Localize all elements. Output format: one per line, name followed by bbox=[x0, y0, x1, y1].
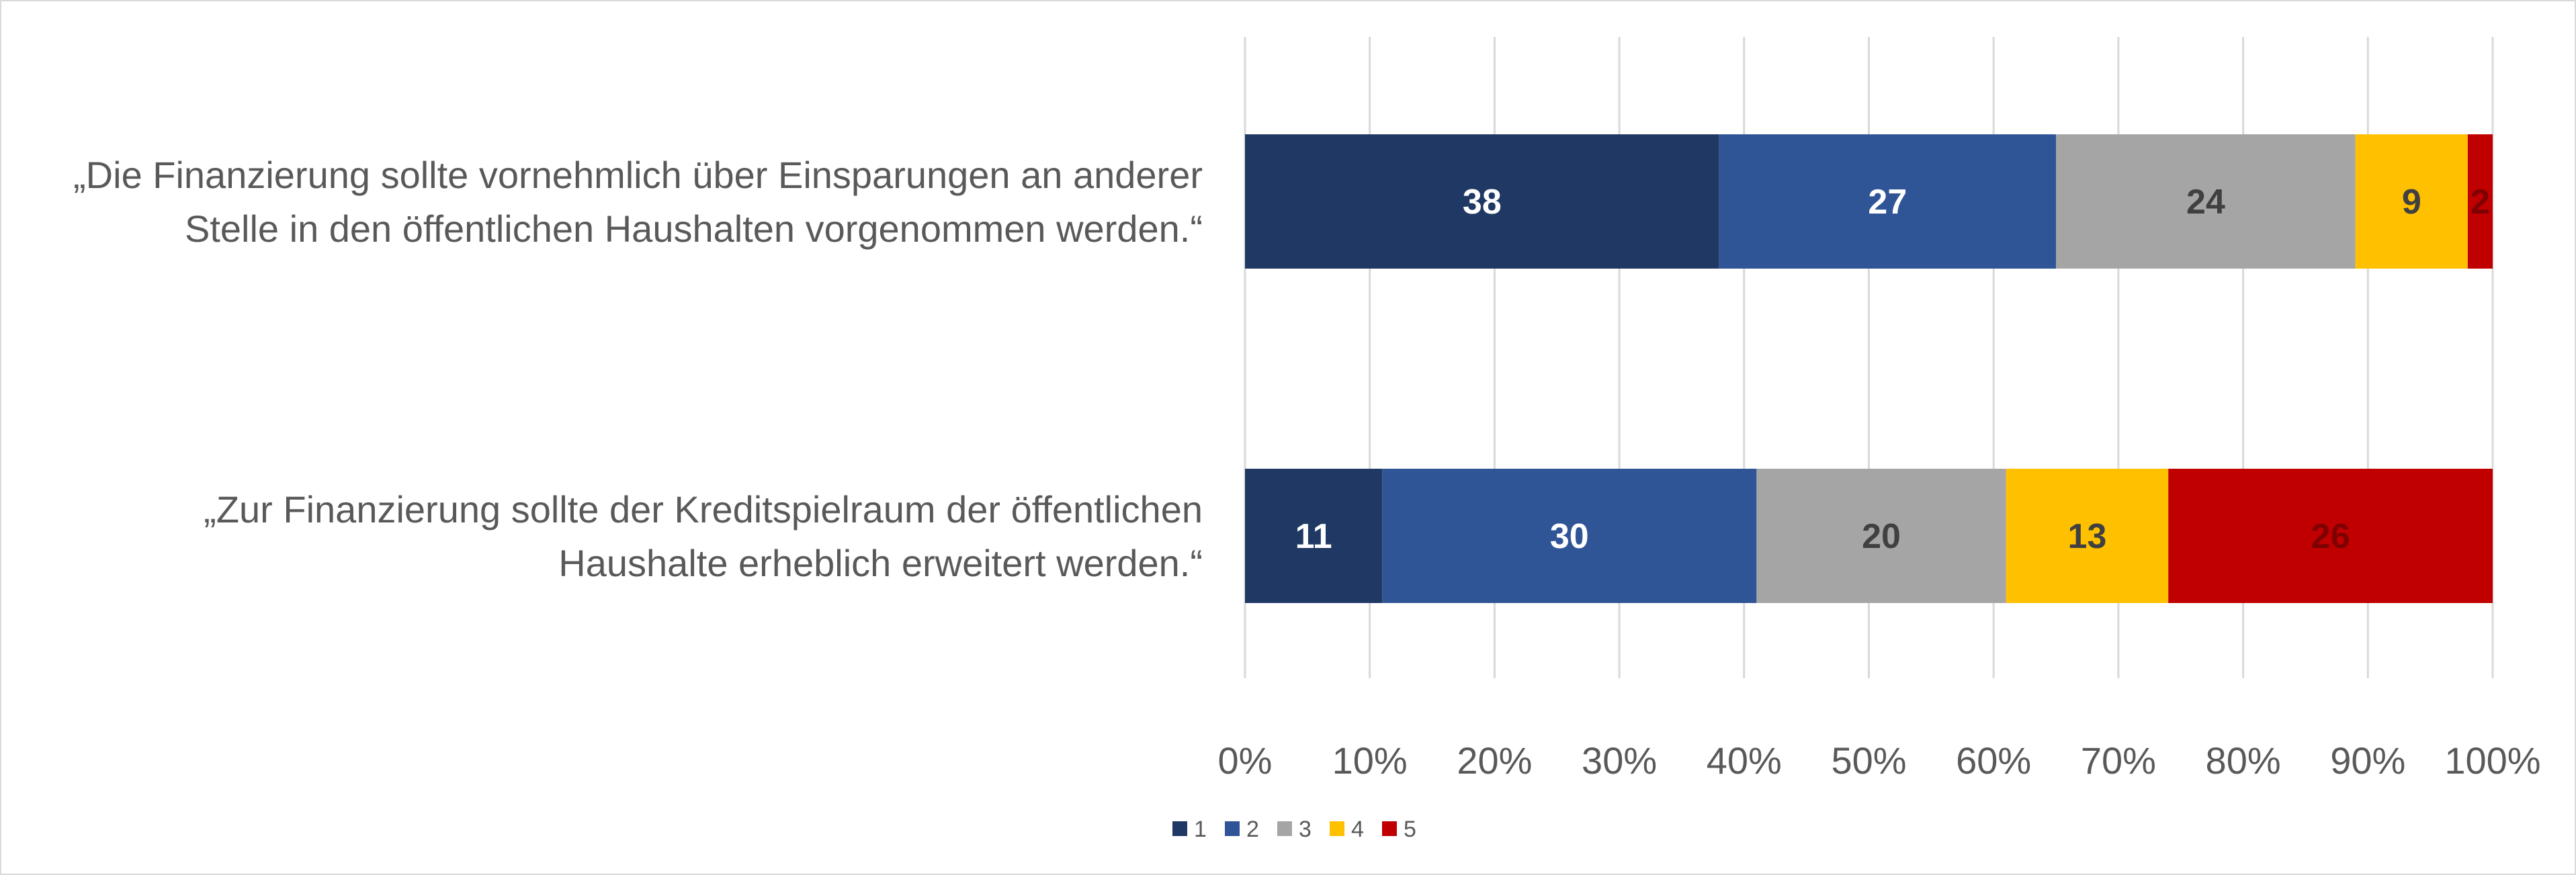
bar-segment-series-2 bbox=[1719, 134, 2057, 269]
bar-segment-series-1 bbox=[1245, 469, 1383, 603]
x-tick-label: 10% bbox=[1332, 739, 1408, 782]
category-label: „Die Finanzierung sollte vornehmlich übe… bbox=[73, 154, 1203, 196]
bar-segment-series-1 bbox=[1245, 134, 1719, 269]
category-label: „Zur Finanzierung sollte der Kreditspiel… bbox=[204, 488, 1203, 531]
legend: 1 2 3 4 5 bbox=[1172, 817, 1416, 842]
legend-label-5: 5 bbox=[1404, 817, 1416, 842]
data-label: 24 bbox=[2186, 183, 2225, 222]
data-label: 38 bbox=[1463, 183, 1502, 222]
x-tick-label: 40% bbox=[1707, 739, 1782, 782]
data-label: 2 bbox=[2471, 183, 2490, 222]
legend-label-2: 2 bbox=[1246, 817, 1259, 842]
bar-segment-series-5 bbox=[2168, 469, 2493, 603]
data-label: 9 bbox=[2402, 183, 2421, 222]
legend-swatch-4 bbox=[1330, 821, 1344, 836]
x-tick-label: 70% bbox=[2081, 739, 2156, 782]
bar-segment-series-3 bbox=[2056, 134, 2356, 269]
x-tick-label: 0% bbox=[1218, 739, 1273, 782]
bar-segment-series-5 bbox=[2467, 134, 2493, 269]
legend-swatch-2 bbox=[1225, 821, 1240, 836]
legend-label-1: 1 bbox=[1194, 817, 1207, 842]
bar-segment-series-3 bbox=[1756, 469, 2006, 603]
x-tick-label: 50% bbox=[1831, 739, 1906, 782]
x-tick-label: 100% bbox=[2444, 739, 2540, 782]
legend-swatch-1 bbox=[1172, 821, 1187, 836]
x-tick-label: 90% bbox=[2330, 739, 2405, 782]
x-tick-label: 80% bbox=[2206, 739, 2281, 782]
bar-segment-series-4 bbox=[2355, 134, 2468, 269]
bars: 38 27 24 9 2 11 30 20 13 26 bbox=[1245, 134, 2493, 603]
bar-segment-series-2 bbox=[1382, 469, 1757, 603]
legend-label-4: 4 bbox=[1351, 817, 1364, 842]
x-tick-label: 20% bbox=[1457, 739, 1532, 782]
data-label: 13 bbox=[2068, 517, 2107, 556]
legend-label-3: 3 bbox=[1299, 817, 1312, 842]
data-label: 27 bbox=[1868, 183, 1907, 222]
x-tick-label: 30% bbox=[1582, 739, 1657, 782]
category-labels: „Die Finanzierung sollte vornehmlich übe… bbox=[73, 154, 1203, 584]
legend-swatch-5 bbox=[1382, 821, 1397, 836]
bar-segment-series-4 bbox=[2006, 469, 2169, 603]
data-label: 30 bbox=[1550, 517, 1589, 556]
legend-swatch-3 bbox=[1277, 821, 1292, 836]
x-axis-tick-labels: 0% 10% 20% 30% 40% 50% 60% 70% 80% 90% 100% bbox=[1218, 739, 2541, 782]
category-label: Haushalte erheblich erweitert werden.“ bbox=[558, 542, 1203, 584]
category-label: Stelle in den öffentlichen Haushalten vo… bbox=[185, 208, 1203, 250]
data-label: 11 bbox=[1295, 517, 1332, 556]
x-tick-label: 60% bbox=[1956, 739, 2031, 782]
data-label: 26 bbox=[2311, 517, 2350, 556]
data-label: 20 bbox=[1862, 517, 1901, 556]
